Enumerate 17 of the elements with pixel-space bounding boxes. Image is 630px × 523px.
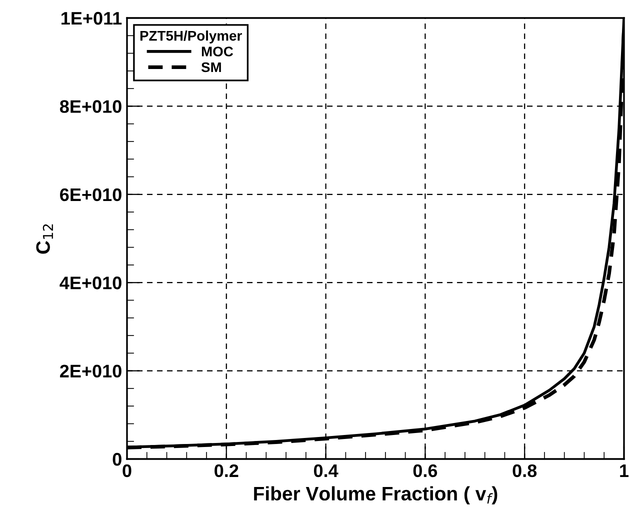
legend-label: MOC xyxy=(202,46,234,56)
x-tick-label: 1 xyxy=(620,464,629,477)
x-tick-label: 0 xyxy=(122,464,132,478)
y-tick-label: 8E+010 xyxy=(60,100,122,113)
legend-label: SM xyxy=(201,62,221,72)
x-tick-label: 0.2 xyxy=(214,464,238,478)
y-tick-label: 4E+010 xyxy=(60,276,122,290)
x-tick-label: 0.6 xyxy=(413,464,438,478)
y-tick-label: 2E+010 xyxy=(60,364,122,378)
legend-title: PZT5H/Polymer xyxy=(140,30,242,44)
y-tick-label: 1E+011 xyxy=(62,12,122,25)
x-axis-title: Fiber Volume Fraction ( v$_{f}$) xyxy=(254,486,498,504)
y-tick-label: 6E+010 xyxy=(60,188,122,202)
x-tick-label: 0.8 xyxy=(512,464,537,478)
y-tick-label: 0 xyxy=(112,452,122,466)
x-tick-label: 0.4 xyxy=(314,464,338,478)
y-axis-title: C$_{12}$ xyxy=(36,224,53,254)
